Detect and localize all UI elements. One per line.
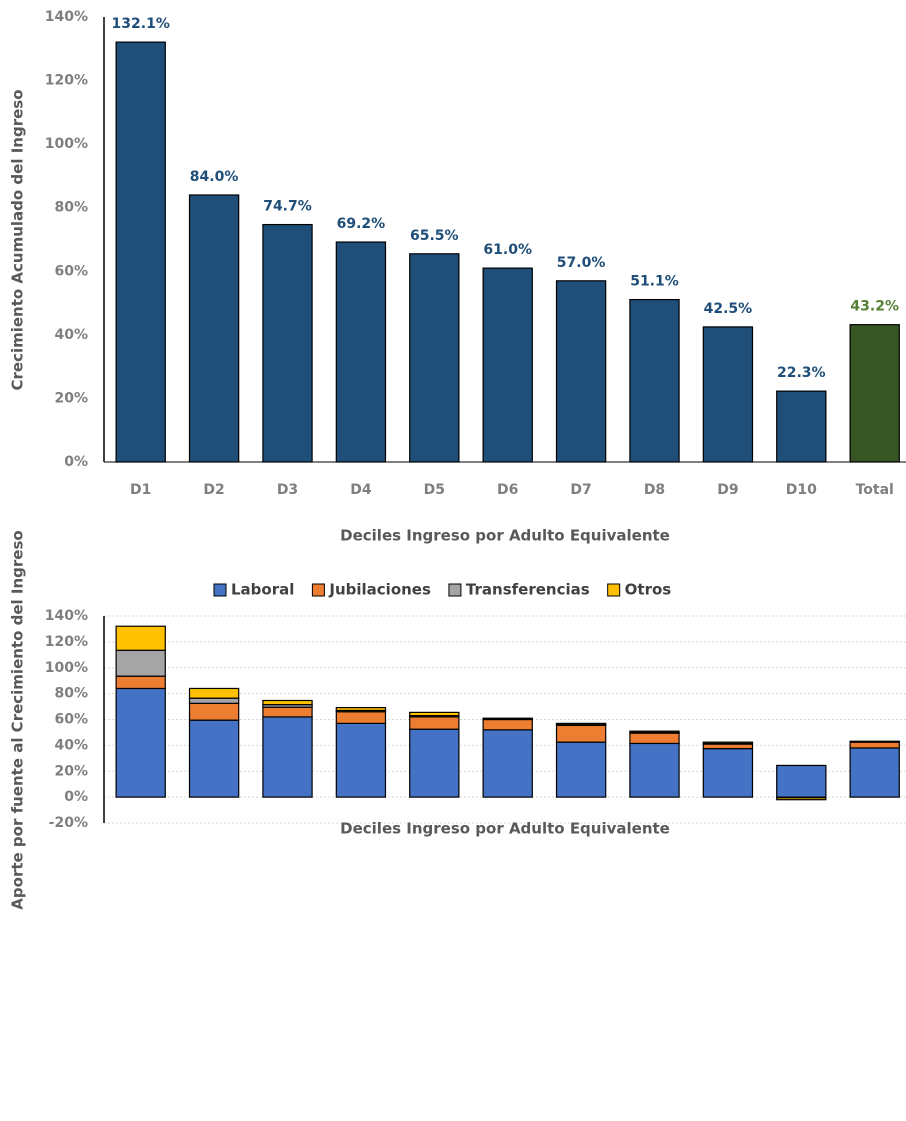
x-tick-label: D10 (786, 482, 817, 498)
bar-segment (555, 741, 607, 798)
legend-text: Otros (625, 581, 672, 599)
bar (188, 194, 240, 463)
bar (555, 280, 607, 463)
legend-text: Laboral (231, 581, 294, 599)
y-tick-label: 100% (45, 660, 88, 676)
x-tick-label: D8 (644, 482, 665, 498)
x-tick-label: D9 (717, 482, 738, 498)
x-axis-title: Deciles Ingreso por Adulto Equivalente (340, 820, 670, 838)
value-label: 51.1% (630, 274, 679, 290)
value-label: 74.7% (263, 199, 312, 215)
x-axis-title: Deciles Ingreso por Adulto Equivalente (340, 527, 670, 545)
legend-text: Transferencias (466, 581, 590, 599)
y-tick-label: 80% (54, 200, 88, 216)
bar-segment (629, 732, 680, 745)
legend-text: Jubilaciones (328, 581, 431, 599)
bar-segment (409, 711, 460, 717)
value-label: 61.0% (483, 242, 532, 258)
x-tick-label: D4 (350, 482, 372, 498)
y-tick-label: 60% (54, 712, 88, 728)
y-tick-label: 140% (45, 9, 88, 25)
y-tick-label: 120% (45, 73, 88, 89)
bar-segment (335, 722, 387, 798)
bar-segment (482, 718, 533, 731)
value-label: 22.3% (777, 365, 826, 381)
legend-swatch (311, 583, 325, 597)
bar-segment (262, 716, 313, 798)
y-tick-label: 40% (54, 327, 88, 343)
bar-segment (262, 699, 313, 706)
y-tick-label: 100% (45, 136, 88, 152)
y-tick-label: 0% (64, 789, 88, 805)
bar-segment (262, 706, 313, 718)
bar-segment (702, 743, 754, 750)
legend-swatch (448, 583, 462, 597)
x-tick-label: D6 (497, 482, 518, 498)
bar-segment (115, 675, 166, 690)
bar (409, 253, 460, 463)
value-label: 132.1% (112, 16, 170, 32)
bar-segment (702, 748, 754, 798)
bar (115, 41, 166, 463)
bar-segment (409, 728, 460, 798)
y-tick-label: 60% (54, 263, 88, 279)
x-tick-label: D7 (570, 482, 591, 498)
legend-swatch (607, 583, 621, 597)
bar-segment (629, 742, 680, 798)
y-axis-title: Crecimiento Acumulado del Ingreso (9, 89, 27, 390)
x-tick-label: D5 (424, 482, 445, 498)
x-tick-label: D3 (277, 482, 298, 498)
y-tick-label: 0% (64, 454, 88, 470)
y-tick-label: 120% (45, 634, 88, 650)
value-label: 43.2% (850, 299, 899, 315)
bar-segment (335, 706, 387, 712)
bar-segment (409, 716, 460, 730)
bar-segment (115, 625, 166, 651)
bar (849, 324, 900, 463)
bar (262, 223, 313, 463)
bar-segment (188, 719, 240, 798)
bar-segment (482, 729, 533, 798)
bar-segment (849, 741, 900, 749)
y-tick-label: 20% (54, 763, 88, 779)
bar (335, 241, 387, 463)
y-axis-title: Aporte por fuente al Crecimiento del Ing… (9, 530, 27, 909)
bar (702, 326, 754, 463)
bar-segment (555, 724, 607, 743)
bar-segment (849, 747, 900, 798)
bar-segment (188, 702, 240, 721)
bar-segment (115, 649, 166, 677)
bar-segment (776, 797, 827, 801)
y-tick-label: 80% (54, 686, 88, 702)
bar-segment (849, 740, 900, 743)
y-tick-label: 140% (45, 608, 88, 624)
bar-segment (115, 687, 166, 798)
y-tick-label: -20% (49, 815, 88, 831)
bar (776, 390, 827, 463)
legend-swatch (213, 583, 227, 597)
bar-segment (629, 730, 680, 734)
x-tick-label: Total (856, 482, 894, 498)
bar-segment (702, 741, 754, 745)
x-tick-label: D2 (203, 482, 224, 498)
x-tick-label: D1 (130, 482, 151, 498)
y-tick-label: 40% (54, 737, 88, 753)
bar-segment (776, 764, 827, 798)
bar-segment (188, 687, 240, 699)
value-label: 84.0% (190, 169, 239, 185)
bar-segment (188, 697, 240, 704)
bar-segment (482, 717, 533, 720)
value-label: 69.2% (337, 216, 386, 232)
bar-segment (555, 722, 607, 726)
bar (629, 298, 680, 463)
y-tick-label: 20% (54, 390, 88, 406)
bar (482, 267, 533, 463)
bar-segment (335, 711, 387, 724)
value-label: 42.5% (704, 301, 753, 317)
value-label: 65.5% (410, 228, 459, 244)
value-label: 57.0% (557, 255, 606, 271)
